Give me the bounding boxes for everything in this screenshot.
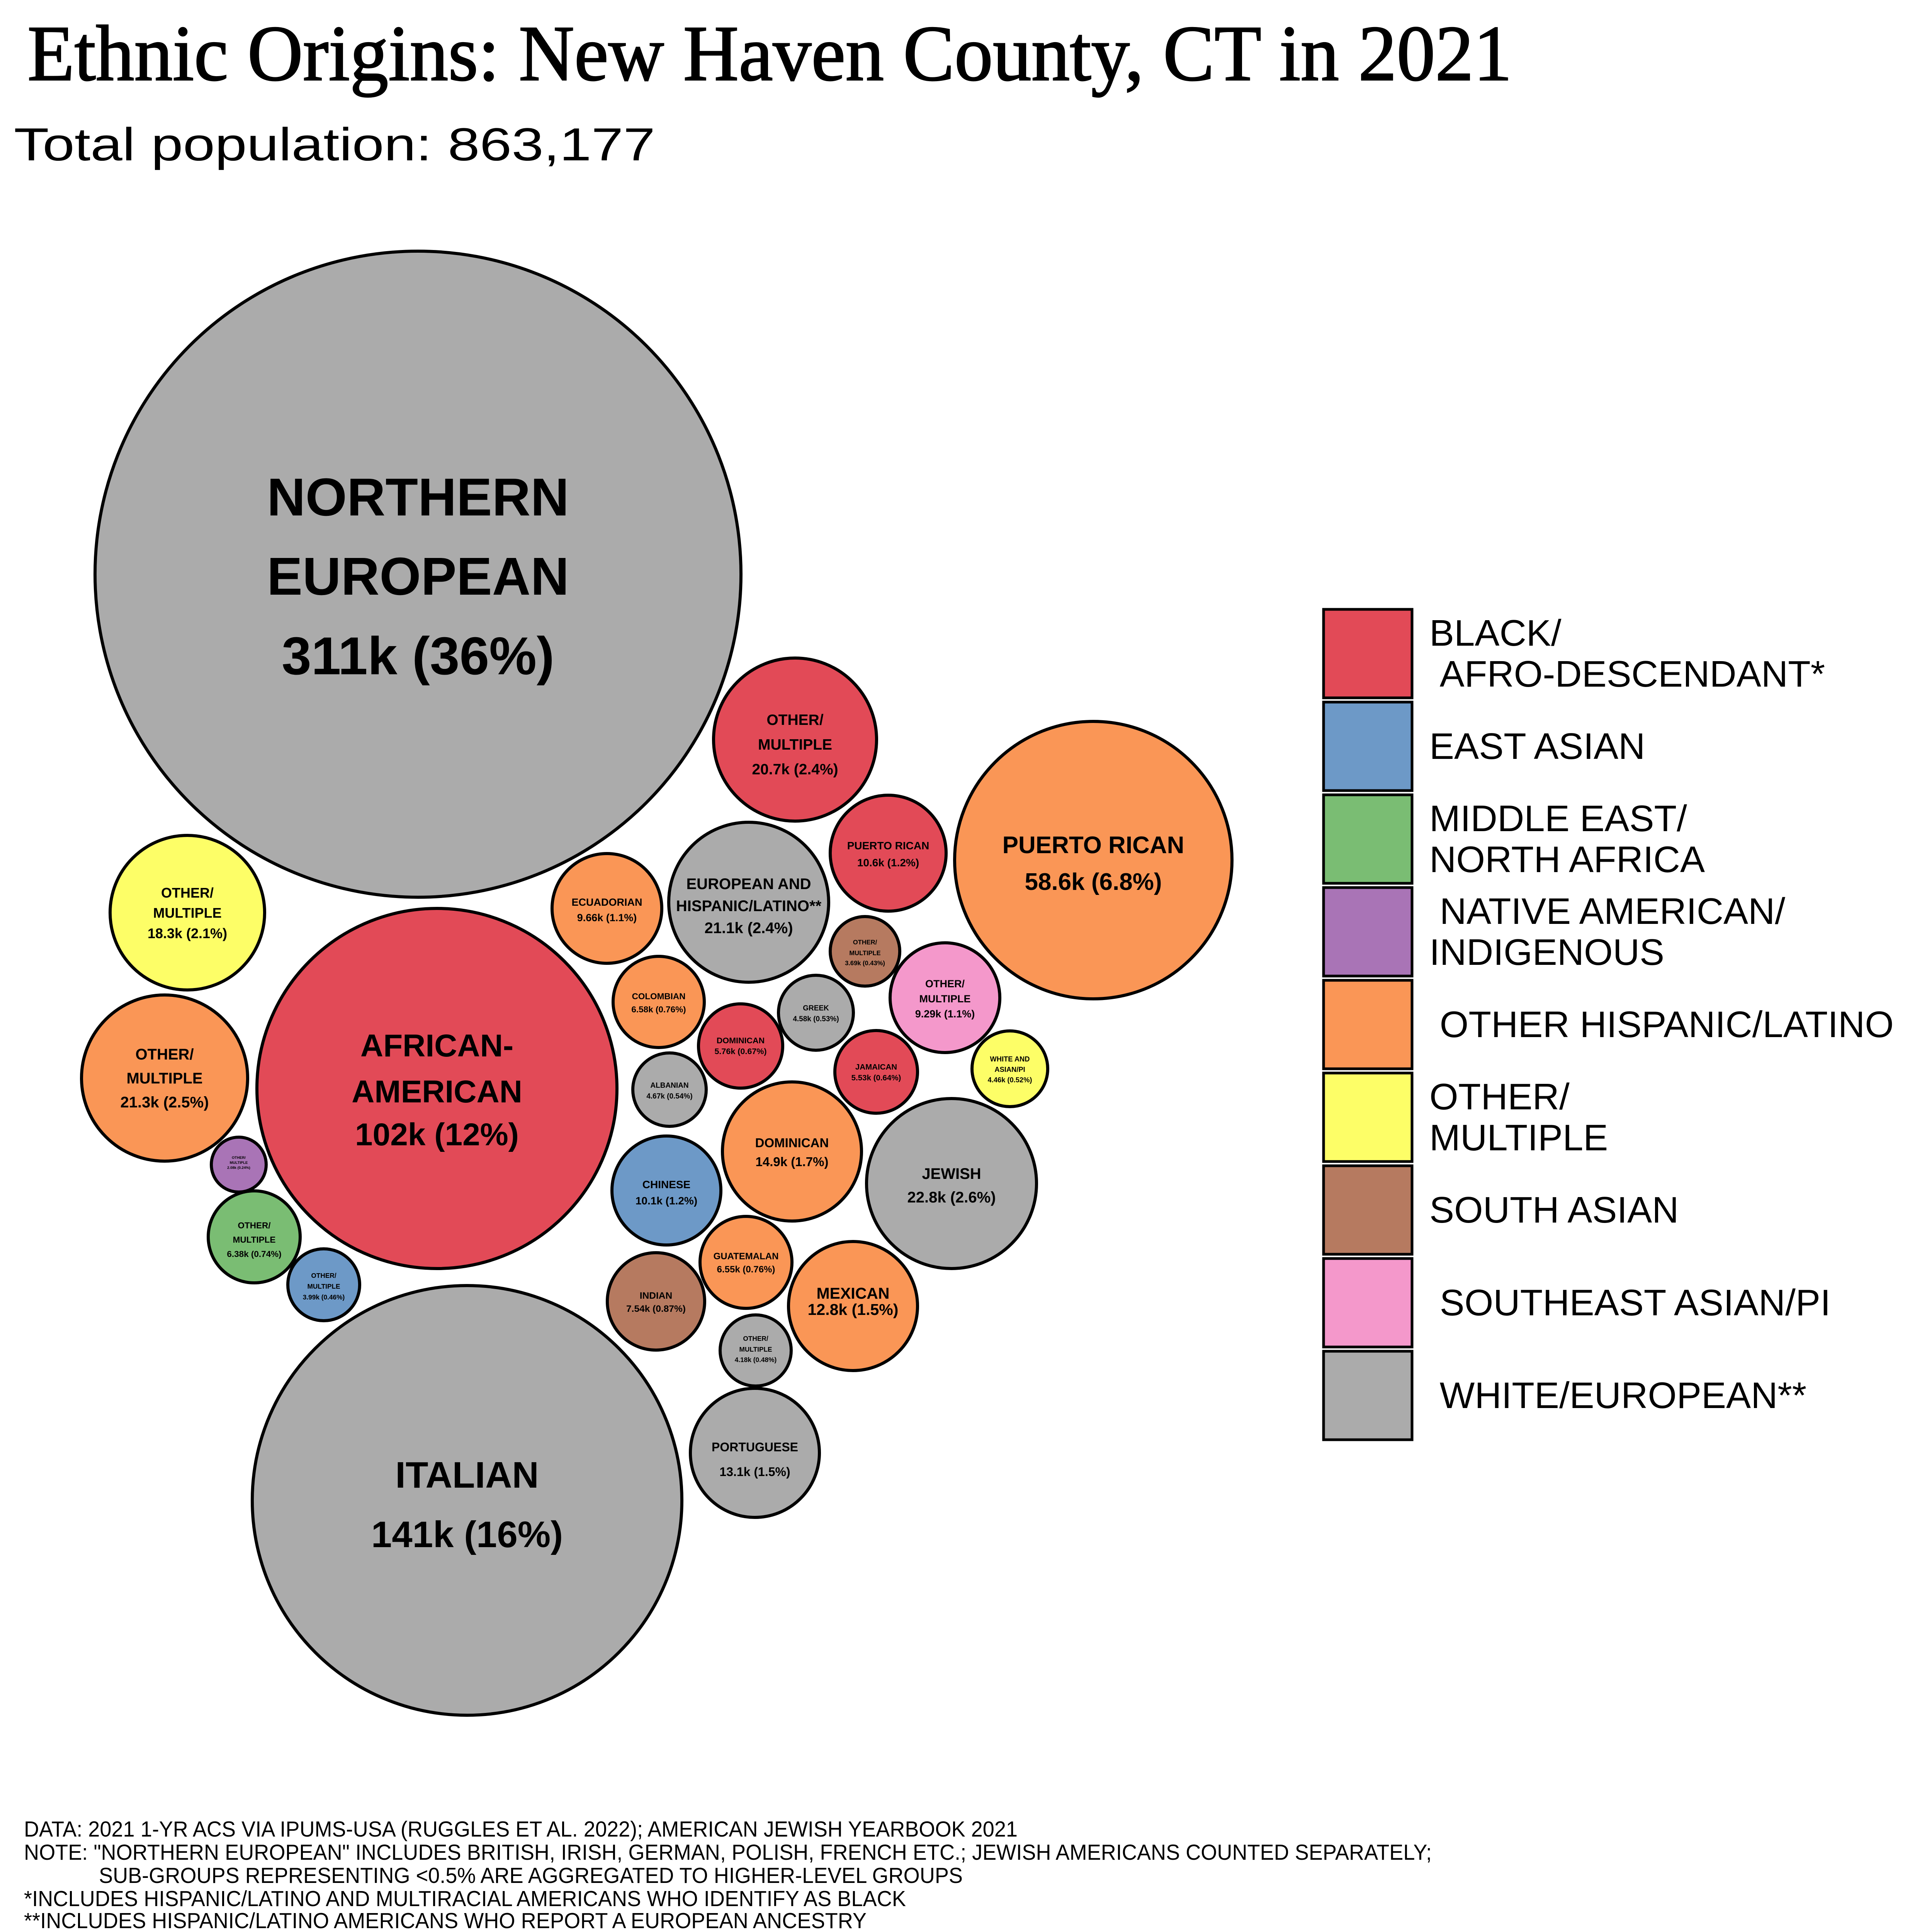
svg-text:OTHER/: OTHER/ [925,978,965,990]
svg-text:4.58k (0.53%): 4.58k (0.53%) [793,1015,839,1023]
svg-text:PORTUGUESE: PORTUGUESE [712,1440,798,1454]
svg-text:PUERTO RICAN: PUERTO RICAN [847,840,930,852]
svg-text:INDIAN: INDIAN [640,1291,672,1301]
svg-text:18.3k (2.1%): 18.3k (2.1%) [148,925,227,941]
svg-text:311k (36%): 311k (36%) [282,626,554,686]
svg-text:6.55k (0.76%): 6.55k (0.76%) [717,1264,775,1275]
svg-text:Total population: 863,177: Total population: 863,177 [14,119,655,170]
svg-text:4.67k (0.54%): 4.67k (0.54%) [646,1092,692,1100]
svg-text:10.1k (1.2%): 10.1k (1.2%) [636,1195,697,1207]
svg-text:ASIAN/PI: ASIAN/PI [994,1065,1025,1073]
svg-text:Ethnic Origins: New Haven Coun: Ethnic Origins: New Haven County, CT in … [27,10,1512,97]
svg-text:6.38k (0.74%): 6.38k (0.74%) [227,1249,281,1259]
svg-text:20.7k (2.4%): 20.7k (2.4%) [752,761,838,778]
svg-text:21.1k (2.4%): 21.1k (2.4%) [704,920,793,937]
svg-text:**INCLUDES HISPANIC/LATINO AME: **INCLUDES HISPANIC/LATINO AMERICANS WHO… [24,1908,867,1932]
svg-text:4.18k (0.48%): 4.18k (0.48%) [735,1356,777,1364]
svg-text:22.8k (2.6%): 22.8k (2.6%) [907,1189,996,1206]
svg-text:HISPANIC/LATINO**: HISPANIC/LATINO** [676,898,822,915]
svg-text:AFRO-DESCENDANT*: AFRO-DESCENDANT* [1429,653,1825,695]
svg-text:14.9k (1.7%): 14.9k (1.7%) [756,1155,829,1169]
svg-text:MULTIPLE: MULTIPLE [233,1235,276,1245]
svg-text:58.6k (6.8%): 58.6k (6.8%) [1025,869,1162,895]
svg-text:MULTIPLE: MULTIPLE [307,1282,340,1290]
svg-text:NORTH AFRICA: NORTH AFRICA [1429,839,1705,880]
svg-text:MULTIPLE: MULTIPLE [1429,1117,1608,1158]
svg-text:9.29k (1.1%): 9.29k (1.1%) [915,1008,975,1020]
svg-text:OTHER/: OTHER/ [853,939,877,946]
svg-text:AMERICAN: AMERICAN [352,1074,522,1109]
svg-text:MULTIPLE: MULTIPLE [919,993,971,1005]
svg-text:MULTIPLE: MULTIPLE [126,1070,202,1087]
svg-text:GREEK: GREEK [803,1004,829,1012]
svg-text:5.76k (0.67%): 5.76k (0.67%) [714,1047,766,1056]
svg-text:DOMINICAN: DOMINICAN [755,1136,829,1150]
svg-text:MULTIPLE: MULTIPLE [739,1345,772,1353]
svg-text:*INCLUDES HISPANIC/LATINO AND: *INCLUDES HISPANIC/LATINO AND MULTIRACIA… [24,1886,906,1911]
svg-text:DATA: 2021 1-YR ACS VIA IPUMS-: DATA: 2021 1-YR ACS VIA IPUMS-USA (RUGGL… [24,1817,1018,1842]
svg-text:OTHER HISPANIC/LATINO: OTHER HISPANIC/LATINO [1429,1004,1894,1045]
svg-text:MEXICAN: MEXICAN [816,1284,889,1302]
svg-text:141k (16%): 141k (16%) [371,1514,563,1555]
svg-text:SOUTH ASIAN: SOUTH ASIAN [1429,1189,1679,1231]
svg-text:4.46k (0.52%): 4.46k (0.52%) [988,1076,1032,1084]
svg-text:MULTIPLE: MULTIPLE [849,950,880,957]
svg-text:JEWISH: JEWISH [922,1165,981,1182]
svg-text:COLOMBIAN: COLOMBIAN [632,992,686,1001]
svg-text:MULTIPLE: MULTIPLE [758,736,832,753]
svg-text:OTHER/: OTHER/ [1429,1076,1570,1117]
svg-text:OTHER/: OTHER/ [238,1221,271,1230]
svg-text:BLACK/: BLACK/ [1429,612,1562,654]
svg-text:INDIGENOUS: INDIGENOUS [1429,932,1664,973]
svg-text:OTHER/: OTHER/ [311,1272,336,1279]
svg-text:SUB-GROUPS REPRESENTING <0.5%: SUB-GROUPS REPRESENTING <0.5% ARE AGGREG… [99,1863,963,1888]
svg-text:GUATEMALAN: GUATEMALAN [714,1251,779,1262]
svg-text:ECUADORIAN: ECUADORIAN [571,896,642,908]
svg-text:OTHER/: OTHER/ [232,1156,246,1160]
svg-text:NORTHERN: NORTHERN [267,468,569,527]
svg-text:NOTE: "NORTHERN EUROPEAN" INCL: NOTE: "NORTHERN EUROPEAN" INCLUDES BRITI… [24,1840,1432,1865]
svg-text:2.08k (0.24%): 2.08k (0.24%) [227,1166,250,1170]
svg-text:JAMAICAN: JAMAICAN [855,1063,897,1071]
svg-text:6.58k (0.76%): 6.58k (0.76%) [631,1005,686,1014]
svg-text:10.6k (1.2%): 10.6k (1.2%) [857,857,919,869]
svg-text:13.1k (1.5%): 13.1k (1.5%) [719,1465,790,1479]
svg-text:AFRICAN-: AFRICAN- [360,1028,513,1063]
svg-text:7.54k (0.87%): 7.54k (0.87%) [626,1304,686,1314]
svg-text:21.3k (2.5%): 21.3k (2.5%) [120,1094,209,1111]
svg-text:EUROPEAN AND: EUROPEAN AND [687,876,811,893]
svg-text:SOUTHEAST ASIAN/PI: SOUTHEAST ASIAN/PI [1429,1282,1831,1323]
svg-text:5.53k (0.64%): 5.53k (0.64%) [851,1073,901,1082]
svg-text:NATIVE AMERICAN/: NATIVE AMERICAN/ [1429,891,1785,932]
svg-text:CHINESE: CHINESE [642,1179,690,1190]
svg-text:PUERTO RICAN: PUERTO RICAN [1003,832,1184,859]
svg-text:102k (12%): 102k (12%) [355,1117,519,1152]
svg-text:DOMINICAN: DOMINICAN [717,1036,765,1045]
svg-text:OTHER/: OTHER/ [161,885,214,901]
svg-text:OTHER/: OTHER/ [766,712,824,728]
svg-text:ITALIAN: ITALIAN [395,1454,539,1496]
svg-text:OTHER/: OTHER/ [135,1046,194,1063]
svg-text:MIDDLE EAST/: MIDDLE EAST/ [1429,798,1687,839]
svg-text:ALBANIAN: ALBANIAN [650,1082,688,1090]
svg-text:9.66k (1.1%): 9.66k (1.1%) [577,912,637,923]
svg-text:12.8k (1.5%): 12.8k (1.5%) [808,1301,899,1318]
svg-text:MULTIPLE: MULTIPLE [230,1161,248,1165]
svg-text:EUROPEAN: EUROPEAN [267,547,569,606]
svg-text:OTHER/: OTHER/ [743,1335,768,1342]
svg-text:WHITE/EUROPEAN**: WHITE/EUROPEAN** [1429,1375,1806,1416]
svg-text:MULTIPLE: MULTIPLE [153,905,221,921]
svg-text:3.99k (0.46%): 3.99k (0.46%) [303,1293,345,1301]
svg-text:WHITE AND: WHITE AND [990,1055,1030,1063]
svg-text:EAST ASIAN: EAST ASIAN [1429,726,1645,767]
svg-text:3.69k (0.43%): 3.69k (0.43%) [845,960,885,967]
